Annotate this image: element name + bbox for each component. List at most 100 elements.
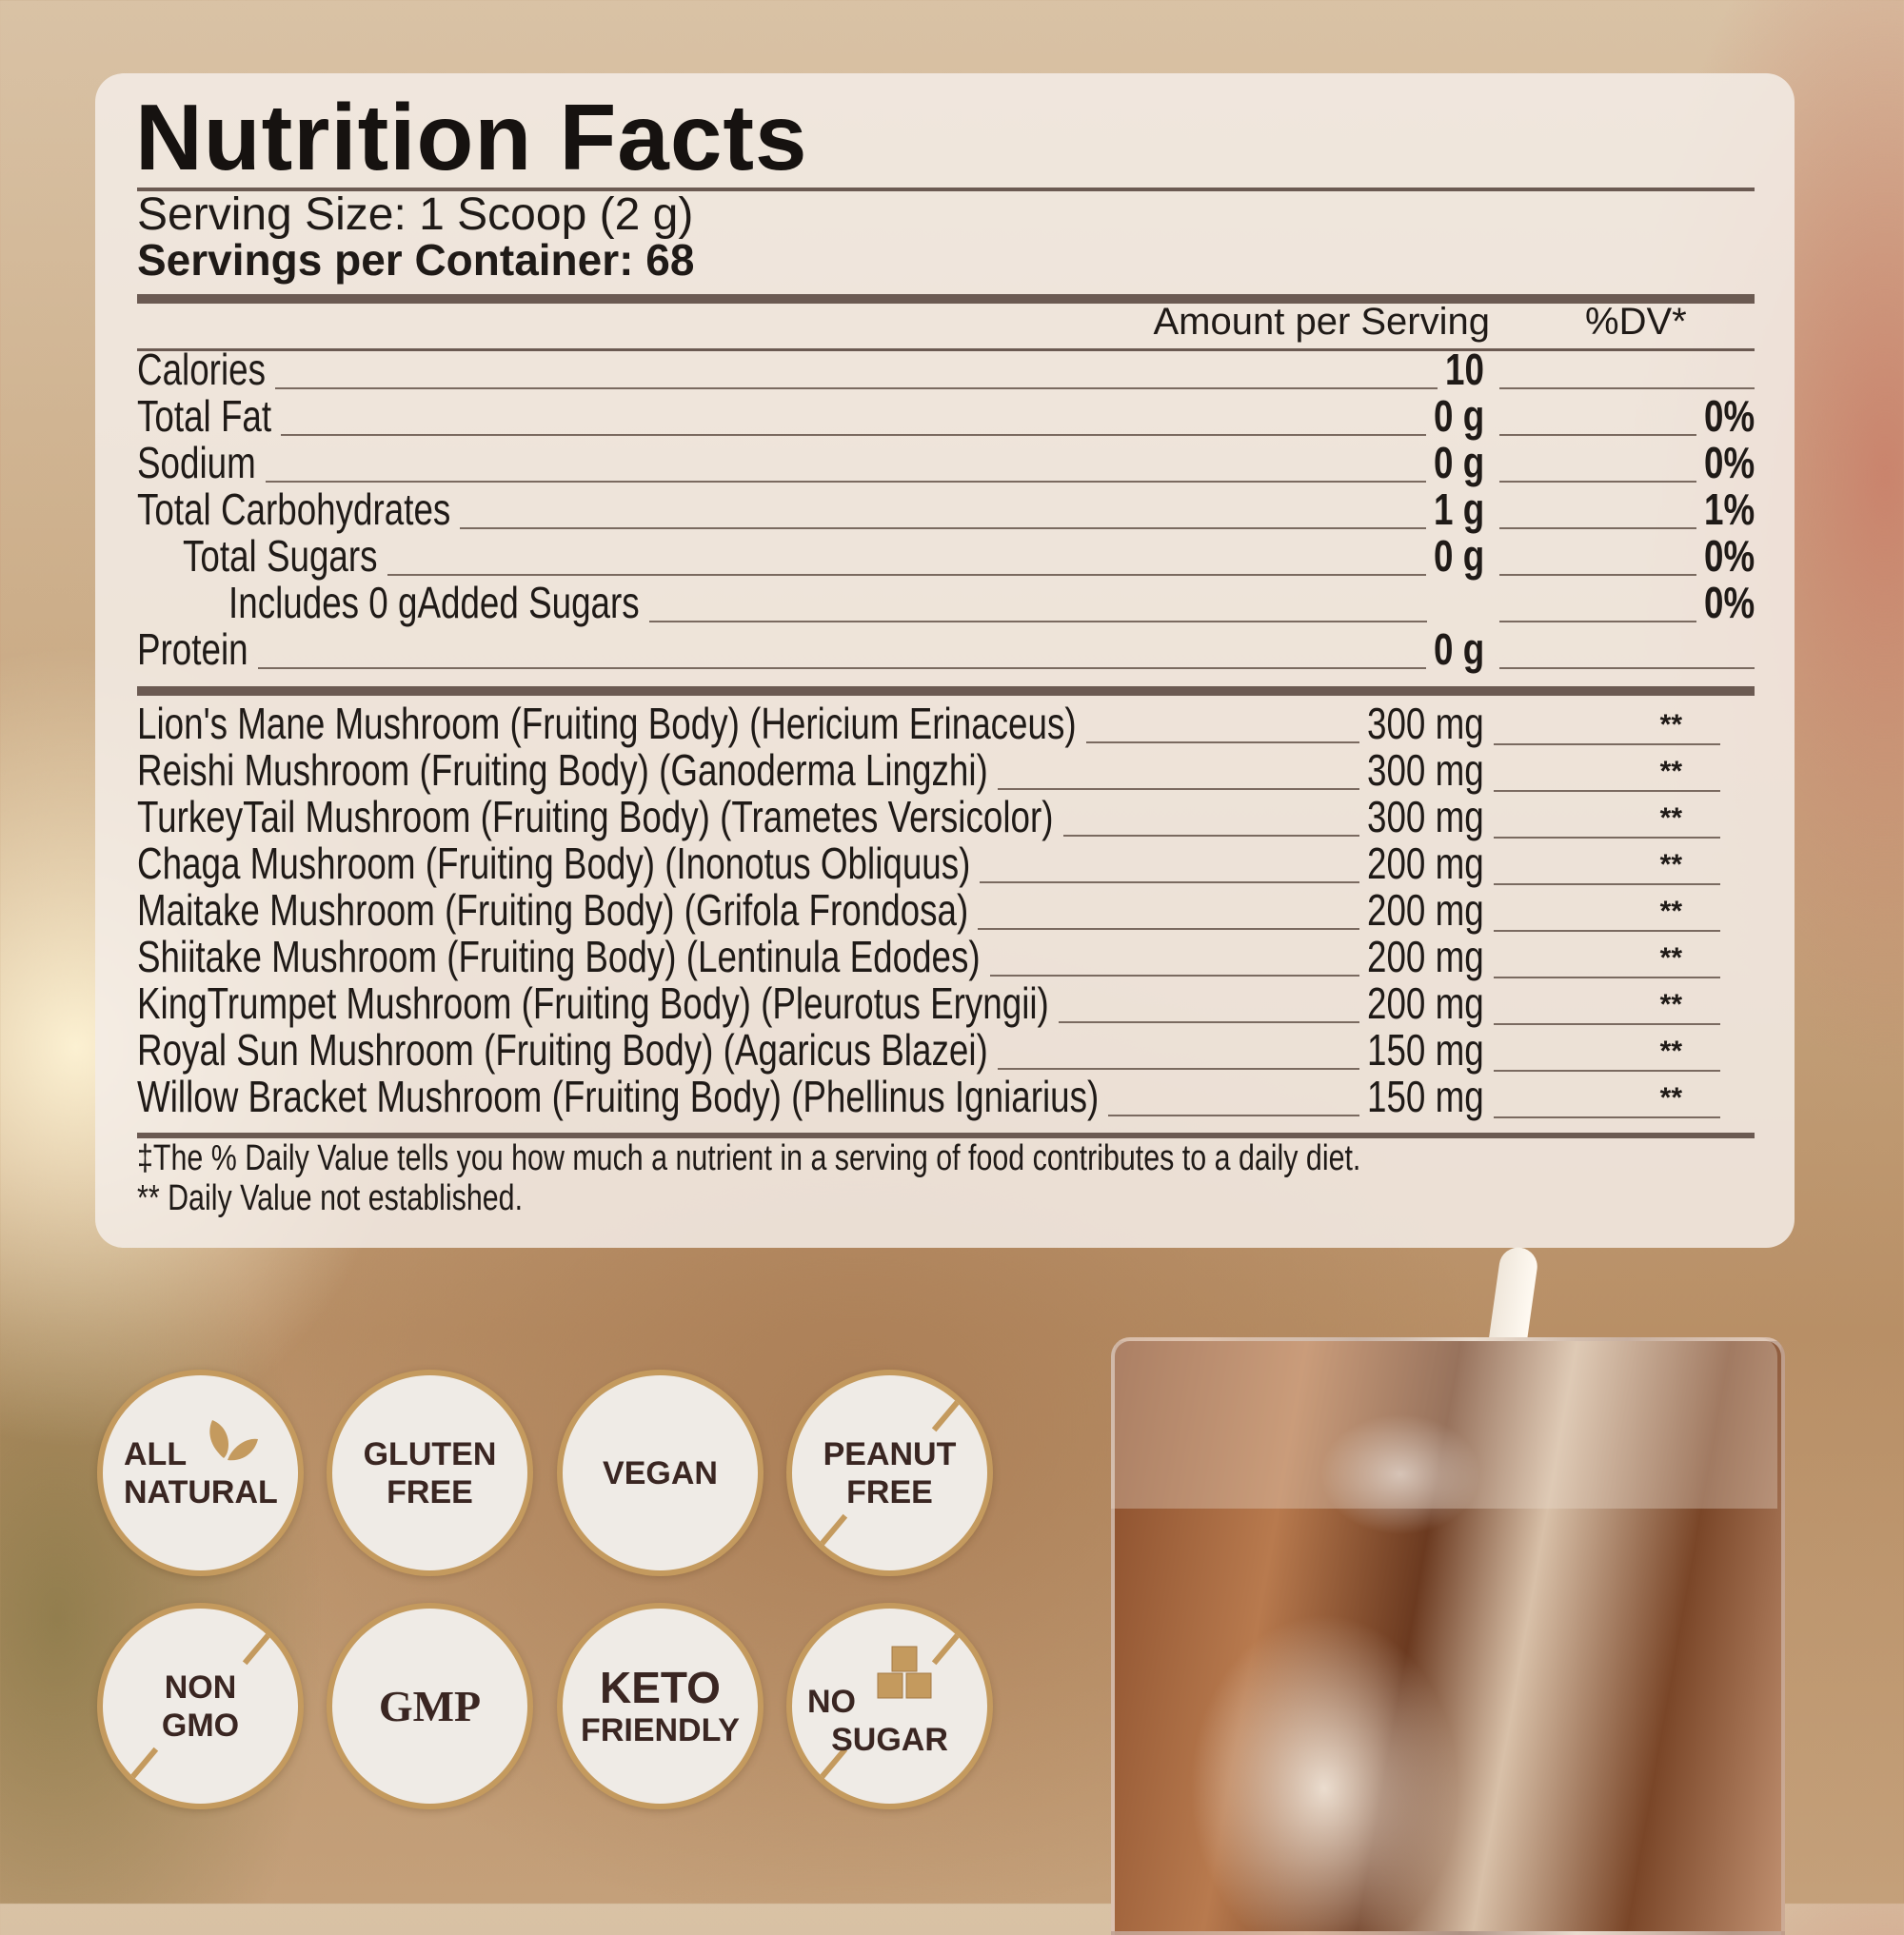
nutrient-left: Protein 0 g [137,627,1484,671]
badge-text: GMP [378,1681,482,1730]
ingredient-dv-col: ** [1494,989,1720,1025]
nutrient-row: Total Fat 0 g 0% [137,391,1755,438]
nutrient-list: Calories 10 Total Fat 0 g 0% Sodium 0 g 0% Total… [137,345,1755,671]
page-title: Nutrition Facts [135,85,808,189]
dv-header: %DV* [1585,301,1687,343]
leader-line [1085,741,1360,743]
ingredient-label-text: Shiitake Mushroom (Fruiting Body) (Lenti… [137,932,981,981]
divider-thick [137,294,1755,304]
nutrient-amount: 0 g [1434,394,1484,438]
nutrient-amount-text: 0 g [1433,624,1485,674]
divider [137,348,1755,351]
ingredient-row: Maitake Mushroom (Fruiting Body) (Grifol… [137,885,1755,932]
nutrient-dv: 0% [1704,394,1755,438]
ingredient-dv: ** [1659,849,1682,880]
serving-size: Serving Size: 1 Scoop (2 g) [137,189,694,240]
ingredient-amount: 150 mg [1367,1075,1484,1118]
nutrient-dv-text: 0% [1703,531,1755,581]
nutrient-label: Total Sugars [183,534,378,578]
leader-line [265,481,1426,483]
nutrient-dv-col: 1% [1490,487,1755,531]
ingredient-dv: ** [1659,1036,1682,1067]
leader-line [1499,481,1696,483]
nutrient-dv-text: 0% [1703,391,1755,441]
ingredient-dv: ** [1659,942,1682,974]
ingredient-label-text: Royal Sun Mushroom (Fruiting Body) (Agar… [137,1025,988,1075]
ingredient-label: Chaga Mushroom (Fruiting Body) (Inonotus… [137,841,970,885]
ingredient-dv: ** [1659,756,1682,787]
ingredient-dv: ** [1659,1082,1682,1114]
ingredient-amount-text: 200 mg [1367,932,1484,981]
ingredient-label-text: TurkeyTail Mushroom (Fruiting Body) (Tra… [137,792,1054,841]
ingredient-row: Chaga Mushroom (Fruiting Body) (Inonotus… [137,839,1755,885]
ingredient-left: Willow Bracket Mushroom (Fruiting Body) … [137,1075,1484,1118]
nutrient-amount-text: 0 g [1433,531,1485,581]
ingredient-left: Chaga Mushroom (Fruiting Body) (Inonotus… [137,841,1484,885]
leader-line [989,975,1360,977]
leader-line [1499,434,1696,436]
ingredient-label: Maitake Mushroom (Fruiting Body) (Grifol… [137,888,968,932]
badge-text: GLUTEN [363,1435,497,1472]
nutrient-amount-text: 0 g [1433,391,1485,441]
leader-line [1499,667,1755,669]
nutrient-amount-text: 1 g [1433,484,1485,534]
ingredient-dv-col: ** [1494,709,1720,745]
badge-gmp: GMP [327,1603,533,1809]
ingredient-label: TurkeyTail Mushroom (Fruiting Body) (Tra… [137,795,1054,839]
slash-icon [129,1747,159,1781]
leader-line [980,881,1360,883]
sugar-cubes-icon [866,1645,942,1720]
nutrient-left: Sodium 0 g [137,441,1484,484]
servings-per-container: Servings per Container: 68 [137,235,695,285]
nutrient-dv-text: 0% [1703,578,1755,627]
leaf-icon [203,1418,260,1466]
nutrient-dv-col: 0% [1490,581,1755,624]
slash-icon [931,1398,962,1432]
ingredient-label: Lion's Mane Mushroom (Fruiting Body) (He… [137,701,1077,745]
badge-peanut-free: PEANUT FREE [786,1370,993,1576]
badge-text: SUGAR [831,1721,948,1758]
glass-ice [1111,1337,1777,1509]
nutrient-row: Total Sugars 0 g 0% [137,531,1755,578]
footnote-dv: ‡The % Daily Value tells you how much a … [137,1138,1361,1178]
nutrient-left: Includes 0 gAdded Sugars [137,581,1484,624]
badge-vegan: VEGAN [557,1370,764,1576]
nutrient-dv: 1% [1704,487,1755,531]
amount-per-serving-header: Amount per Serving [1153,301,1490,343]
ingredient-amount: 200 mg [1367,841,1484,885]
nutrient-label-text: Sodium [137,438,256,487]
nutrient-dv-text: 1% [1703,484,1755,534]
ingredient-left: Royal Sun Mushroom (Fruiting Body) (Agar… [137,1028,1484,1072]
nutrient-amount-text: 10 [1445,345,1484,394]
ingredient-label: Reishi Mushroom (Fruiting Body) (Ganoder… [137,748,988,792]
leader-line [1499,574,1696,576]
ingredient-label: Willow Bracket Mushroom (Fruiting Body) … [137,1075,1099,1118]
slash-icon [242,1631,272,1666]
divider-thick [137,686,1755,696]
ingredient-row: Willow Bracket Mushroom (Fruiting Body) … [137,1072,1755,1118]
ingredient-dv: ** [1659,896,1682,927]
leader-line [281,434,1426,436]
nutrient-label-text: Protein [137,624,248,674]
badge-text: NO [807,1683,856,1720]
ingredient-dv-col: ** [1494,942,1720,978]
ingredient-amount-text: 200 mg [1367,839,1484,888]
nutrient-amount-text: 0 g [1433,438,1485,487]
nutrient-row: Calories 10 [137,345,1755,391]
ingredient-dv-col: ** [1494,756,1720,792]
ingredient-label-text: Lion's Mane Mushroom (Fruiting Body) (He… [137,699,1077,748]
ingredient-amount: 200 mg [1367,888,1484,932]
nutrient-dv: 0% [1704,441,1755,484]
nutrient-label: Calories [137,347,266,391]
nutrient-row: Sodium 0 g 0% [137,438,1755,484]
badge-text: GMO [161,1707,240,1744]
badge-text: NATURAL [124,1473,278,1510]
leader-line [978,928,1360,930]
ingredient-amount-text: 300 mg [1367,745,1484,795]
ingredient-row: TurkeyTail Mushroom (Fruiting Body) (Tra… [137,792,1755,839]
ingredient-left: Reishi Mushroom (Fruiting Body) (Ganoder… [137,748,1484,792]
ingredient-dv: ** [1659,709,1682,740]
ingredient-row: Reishi Mushroom (Fruiting Body) (Ganoder… [137,745,1755,792]
ingredient-dv-col: ** [1494,849,1720,885]
ingredient-label-text: KingTrumpet Mushroom (Fruiting Body) (Pl… [137,978,1049,1028]
